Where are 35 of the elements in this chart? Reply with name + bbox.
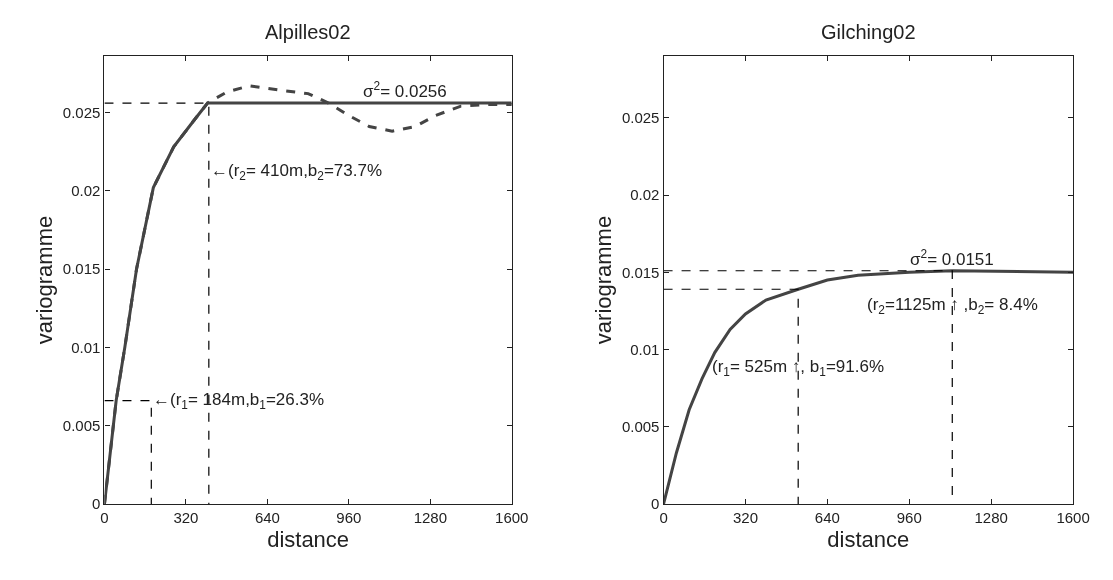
- y-tick-label: 0.005: [621, 417, 660, 435]
- x-tick-label: 320: [173, 509, 199, 527]
- annotation: σ$^{2}$= 0.0256: [363, 79, 447, 102]
- x-axis-title: distance: [267, 526, 350, 552]
- y-tick-label: 0.025: [621, 109, 660, 127]
- y-tick-label: 0.01: [71, 338, 101, 356]
- y-tick-label: 0: [92, 495, 101, 513]
- x-tick-label: 1600: [495, 509, 529, 527]
- x-tick-label: 640: [254, 509, 280, 527]
- chart-title: Alpilles02: [265, 21, 351, 43]
- annotation: ←(r$_{2}$= 410m,b$_{2}$=73.7%: [211, 161, 383, 183]
- chart-title: Gilching02: [821, 21, 916, 43]
- y-tick-label: 0.015: [621, 263, 660, 281]
- y-tick-label: 0.025: [62, 103, 101, 121]
- annotation: σ$^{2}$= 0.0151: [910, 247, 994, 270]
- annotation: (r$_{2}$=1125m ↑ ,b$_{2}$= 8.4%: [867, 295, 1038, 317]
- x-tick-label: 1280: [413, 509, 447, 527]
- annotation: ←(r$_{1}$= 184m,b$_{1}$=26.3%: [153, 390, 325, 412]
- x-tick-label: 640: [814, 509, 840, 527]
- y-axis-title: variogramme: [590, 215, 616, 345]
- line-series: [663, 269, 1074, 504]
- y-tick-label: 0: [651, 495, 660, 513]
- y-tick-label: 0.005: [62, 416, 101, 434]
- x-tick-label: 1600: [1056, 509, 1090, 527]
- y-tick-label: 0.02: [630, 186, 660, 204]
- annotation: (r$_{1}$= 525m ↑, b$_{1}$=91.6%: [712, 357, 885, 379]
- x-tick-label: 1280: [974, 509, 1008, 527]
- x-tick-label: 960: [336, 509, 362, 527]
- x-tick-label: 320: [732, 509, 758, 527]
- y-tick-label: 0.01: [630, 340, 660, 358]
- x-tick-label: 960: [896, 509, 922, 527]
- y-tick-label: 0.02: [71, 181, 101, 199]
- y-tick-label: 0.015: [62, 260, 101, 278]
- x-axis-title: distance: [827, 526, 910, 552]
- y-axis-title: variogramme: [31, 215, 57, 345]
